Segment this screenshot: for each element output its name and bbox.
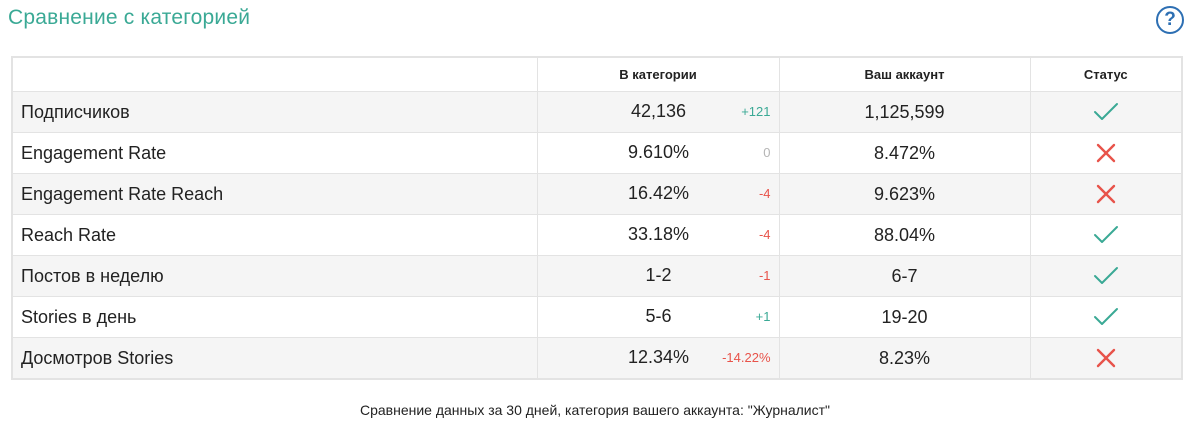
- category-value: 1-2: [645, 265, 672, 285]
- column-header-category: В категории: [536, 56, 780, 92]
- category-value: 42,136: [630, 101, 687, 121]
- help-icon[interactable]: ?: [1156, 6, 1184, 34]
- table-row: Досмотров Stories 12.34% -14.22% 8.23%: [11, 337, 1183, 380]
- comparison-table: В категории Ваш аккаунт Статус Подписчик…: [11, 56, 1183, 380]
- metric-label: Досмотров Stories: [11, 337, 538, 380]
- footnote: Сравнение данных за 30 дней, категория в…: [359, 402, 831, 418]
- page-title: Сравнение с категорией: [8, 6, 251, 29]
- metric-label: Подписчиков: [11, 91, 538, 133]
- table-row: Engagement Rate 9.610% 0 8.472%: [11, 132, 1183, 174]
- table-row: Stories в день 5-6 +1 19-20: [11, 296, 1183, 338]
- category-value: 33.18%: [627, 224, 690, 244]
- category-delta: -4: [758, 227, 771, 242]
- table-body: Подписчиков 42,136 +121 1,125,599 Engagement…: [11, 91, 1183, 380]
- table-row: Подписчиков 42,136 +121 1,125,599: [11, 91, 1183, 133]
- category-delta: -1: [758, 268, 771, 283]
- column-header-status: Статус: [1029, 56, 1183, 92]
- status-cell: [1029, 296, 1183, 338]
- category-cell: 12.34% -14.22%: [536, 337, 780, 380]
- category-cell: 5-6 +1: [536, 296, 780, 338]
- table-row: Reach Rate 33.18% -4 88.04%: [11, 214, 1183, 256]
- status-cell: [1029, 214, 1183, 256]
- category-value: 5-6: [645, 306, 672, 326]
- category-delta: +1: [755, 309, 771, 324]
- check-icon: [1093, 103, 1118, 121]
- metric-label: Постов в неделю: [11, 255, 538, 297]
- metric-label: Stories в день: [11, 296, 538, 338]
- metric-label: Engagement Rate Reach: [11, 173, 538, 215]
- category-value: 9.610%: [627, 142, 690, 162]
- category-value: 12.34%: [627, 347, 690, 367]
- account-value: 1,125,599: [778, 91, 1031, 133]
- category-delta: -14.22%: [722, 350, 771, 365]
- category-delta: 0: [763, 145, 771, 160]
- category-cell: 1-2 -1: [536, 255, 780, 297]
- status-cell: [1029, 91, 1183, 133]
- metric-label: Engagement Rate: [11, 132, 538, 174]
- table-row: Engagement Rate Reach 16.42% -4 9.623%: [11, 173, 1183, 215]
- account-value: 6-7: [778, 255, 1031, 297]
- category-delta: +121: [741, 104, 771, 119]
- status-cell: [1029, 255, 1183, 297]
- cross-icon: [1096, 184, 1115, 204]
- status-cell: [1029, 173, 1183, 215]
- column-header-account: Ваш аккаунт: [778, 56, 1031, 92]
- status-cell: [1029, 337, 1183, 380]
- category-value: 16.42%: [627, 183, 690, 203]
- metric-label: Reach Rate: [11, 214, 538, 256]
- check-icon: [1093, 308, 1118, 326]
- account-value: 8.472%: [778, 132, 1031, 174]
- table-row: Постов в неделю 1-2 -1 6-7: [11, 255, 1183, 297]
- category-delta: -4: [758, 186, 771, 201]
- category-cell: 16.42% -4: [536, 173, 780, 215]
- account-value: 19-20: [778, 296, 1031, 338]
- category-cell: 9.610% 0: [536, 132, 780, 174]
- account-value: 9.623%: [778, 173, 1031, 215]
- account-value: 88.04%: [778, 214, 1031, 256]
- category-cell: 42,136 +121: [536, 91, 780, 133]
- category-cell: 33.18% -4: [536, 214, 780, 256]
- cross-icon: [1096, 348, 1115, 368]
- check-icon: [1093, 267, 1118, 285]
- account-value: 8.23%: [778, 337, 1031, 380]
- table-header-row: В категории Ваш аккаунт Статус: [11, 56, 1183, 92]
- check-icon: [1093, 226, 1118, 244]
- status-cell: [1029, 132, 1183, 174]
- cross-icon: [1096, 143, 1115, 163]
- column-header-metric: [11, 56, 538, 92]
